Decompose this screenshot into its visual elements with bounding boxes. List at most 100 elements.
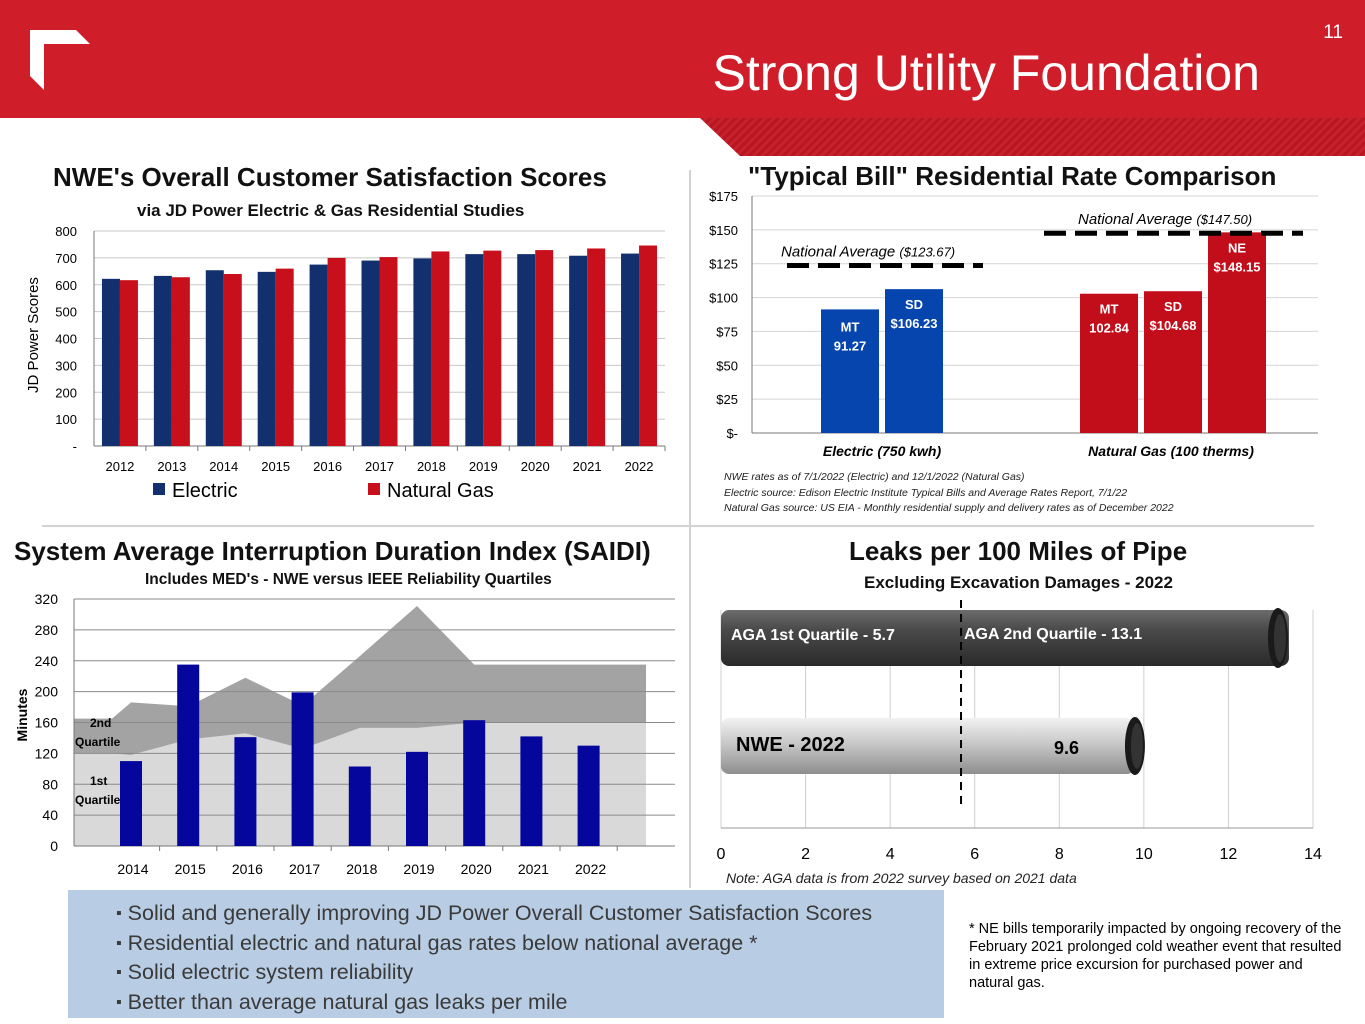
saidi-bar	[406, 751, 428, 846]
gas-bar	[379, 257, 398, 446]
national-average-value: ($123.67)	[899, 245, 955, 260]
x-tick-label: 2	[801, 846, 810, 863]
y-tick-label: 100	[55, 412, 77, 427]
gas-bar	[171, 277, 190, 446]
y-tick-label: -	[73, 439, 77, 454]
gas-bar	[223, 274, 242, 446]
x-tick-label: 2020	[461, 861, 492, 877]
summary-box: Solid and generally improving JD Power O…	[68, 890, 944, 1018]
x-tick-label: 2014	[117, 861, 148, 877]
leaks-subtitle: Excluding Excavation Damages - 2022	[864, 573, 1173, 592]
gas-bar	[483, 250, 502, 446]
footnote: * NE bills temporarily impacted by ongoi…	[969, 921, 1342, 991]
electric-bar	[413, 258, 432, 446]
y-axis-label: Minutes	[14, 688, 30, 741]
typical-bill-chart: $- $25 $50 $75 $100 $125 $150 $175 MT 91.27 SD $106…	[709, 189, 1318, 459]
x-tick-label: 2019	[403, 861, 434, 877]
x-tick-label: 2018	[417, 459, 446, 474]
rate-bar	[1080, 293, 1138, 433]
x-tick-label: 2013	[157, 459, 186, 474]
satisfaction-chart: - 100 200 300 400 500 600 700 800 2012 2013 2014 201…	[25, 224, 666, 502]
electric-bar	[517, 254, 536, 446]
x-tick-label: 10	[1135, 846, 1153, 863]
satisfaction-subtitle: via JD Power Electric & Gas Residential …	[137, 201, 525, 220]
y-tick-label: $-	[726, 426, 738, 441]
x-tick-label: 0	[717, 846, 726, 863]
page-title: Strong Utility Foundation	[712, 45, 1260, 101]
y-tick-label: 120	[35, 745, 59, 761]
saidi-bar	[463, 720, 486, 846]
second-quartile-label: Quartile	[75, 735, 121, 749]
rate-bar	[821, 309, 879, 433]
y-tick-label: 160	[35, 715, 59, 731]
header-stripe	[700, 118, 1365, 156]
x-tick-label: 6	[970, 846, 979, 863]
y-tick-label: 200	[55, 385, 77, 400]
leaks-note: Note: AGA data is from 2022 survey based…	[726, 870, 1077, 886]
gas-bar	[275, 268, 294, 446]
bar-state-label: SD	[1164, 299, 1182, 314]
aga-pipe-end-inner	[1273, 614, 1286, 662]
bar-state-label: SD	[905, 297, 923, 312]
summary-list: Solid and generally improving JD Power O…	[68, 890, 944, 1018]
y-tick-label: $150	[709, 223, 738, 238]
x-tick-label: 4	[886, 846, 895, 863]
summary-bullet: Better than average natural gas leaks pe…	[116, 989, 944, 1019]
y-tick-label: $100	[709, 291, 738, 306]
y-tick-label: 400	[55, 332, 77, 347]
gas-bar	[587, 248, 606, 446]
second-quartile-label: 2nd	[90, 716, 111, 730]
electric-bar	[101, 278, 120, 446]
leaks-title: Leaks per 100 Miles of Pipe	[849, 536, 1188, 566]
summary-bullet: Residential electric and natural gas rat…	[116, 930, 944, 960]
y-tick-label: 280	[35, 622, 59, 638]
saidi-bar	[120, 761, 142, 846]
aga-pipe	[721, 610, 1289, 666]
x-tick-label: 2017	[365, 459, 394, 474]
aga-second-quartile-label: AGA 2nd Quartile - 13.1	[964, 626, 1142, 643]
bar-value-label: $106.23	[891, 316, 938, 331]
rate-bar	[1208, 232, 1266, 433]
summary-bullet: Solid and generally improving JD Power O…	[116, 900, 944, 930]
x-tick-label: 2016	[313, 459, 342, 474]
first-quartile-label: 1st	[90, 774, 107, 788]
x-tick-label: 2016	[232, 861, 263, 877]
bar-value-label: 102.84	[1089, 321, 1130, 336]
electric-bar	[465, 254, 484, 446]
rate-note-3: Natural Gas source: US EIA - Monthly res…	[724, 502, 1174, 514]
saidi-bar	[177, 664, 200, 846]
electric-bar	[309, 264, 328, 446]
electric-bar	[621, 253, 640, 446]
x-tick-label: 14	[1304, 846, 1322, 863]
electric-bar	[361, 260, 380, 446]
logo-icon	[30, 30, 90, 90]
bar-state-label: NE	[1228, 240, 1246, 255]
y-tick-label: 800	[55, 224, 77, 239]
national-average-label: National Average ($123.67)	[781, 244, 955, 261]
x-tick-label: 2022	[625, 459, 654, 474]
saidi-bar	[520, 736, 543, 846]
legend-label-electric: Electric	[172, 480, 238, 502]
y-tick-label: 320	[35, 591, 59, 607]
national-average-label: National Average ($147.50)	[1078, 211, 1252, 228]
legend-swatch-electric	[153, 483, 165, 495]
y-tick-label: 700	[55, 251, 77, 266]
y-tick-label: 0	[50, 838, 58, 854]
y-tick-label: $75	[716, 324, 738, 339]
nwe-bar-label: NWE - 2022	[736, 734, 845, 756]
rate-note-1: NWE rates as of 7/1/2022 (Electric) and …	[724, 471, 1025, 483]
bar-value-label: 91.27	[834, 338, 867, 353]
bar-state-label: MT	[841, 319, 860, 334]
legend-label-gas: Natural Gas	[387, 480, 494, 502]
y-tick-label: $125	[709, 257, 738, 272]
y-axis-label: JD Power Scores	[25, 277, 42, 393]
saidi-bar	[291, 692, 314, 846]
y-tick-label: 600	[55, 278, 77, 293]
page-number: 11	[1323, 22, 1343, 43]
leaks-chart: 0 2 4 6 8 10 12 14 AGA 1st Quartile - 5.7 AGA 2nd…	[717, 600, 1322, 863]
electric-bar	[569, 255, 588, 446]
electric-bar	[205, 270, 224, 446]
saidi-bar	[234, 737, 257, 846]
first-quartile-label: Quartile	[75, 793, 121, 807]
group-label: Natural Gas (100 therms)	[1088, 443, 1254, 459]
